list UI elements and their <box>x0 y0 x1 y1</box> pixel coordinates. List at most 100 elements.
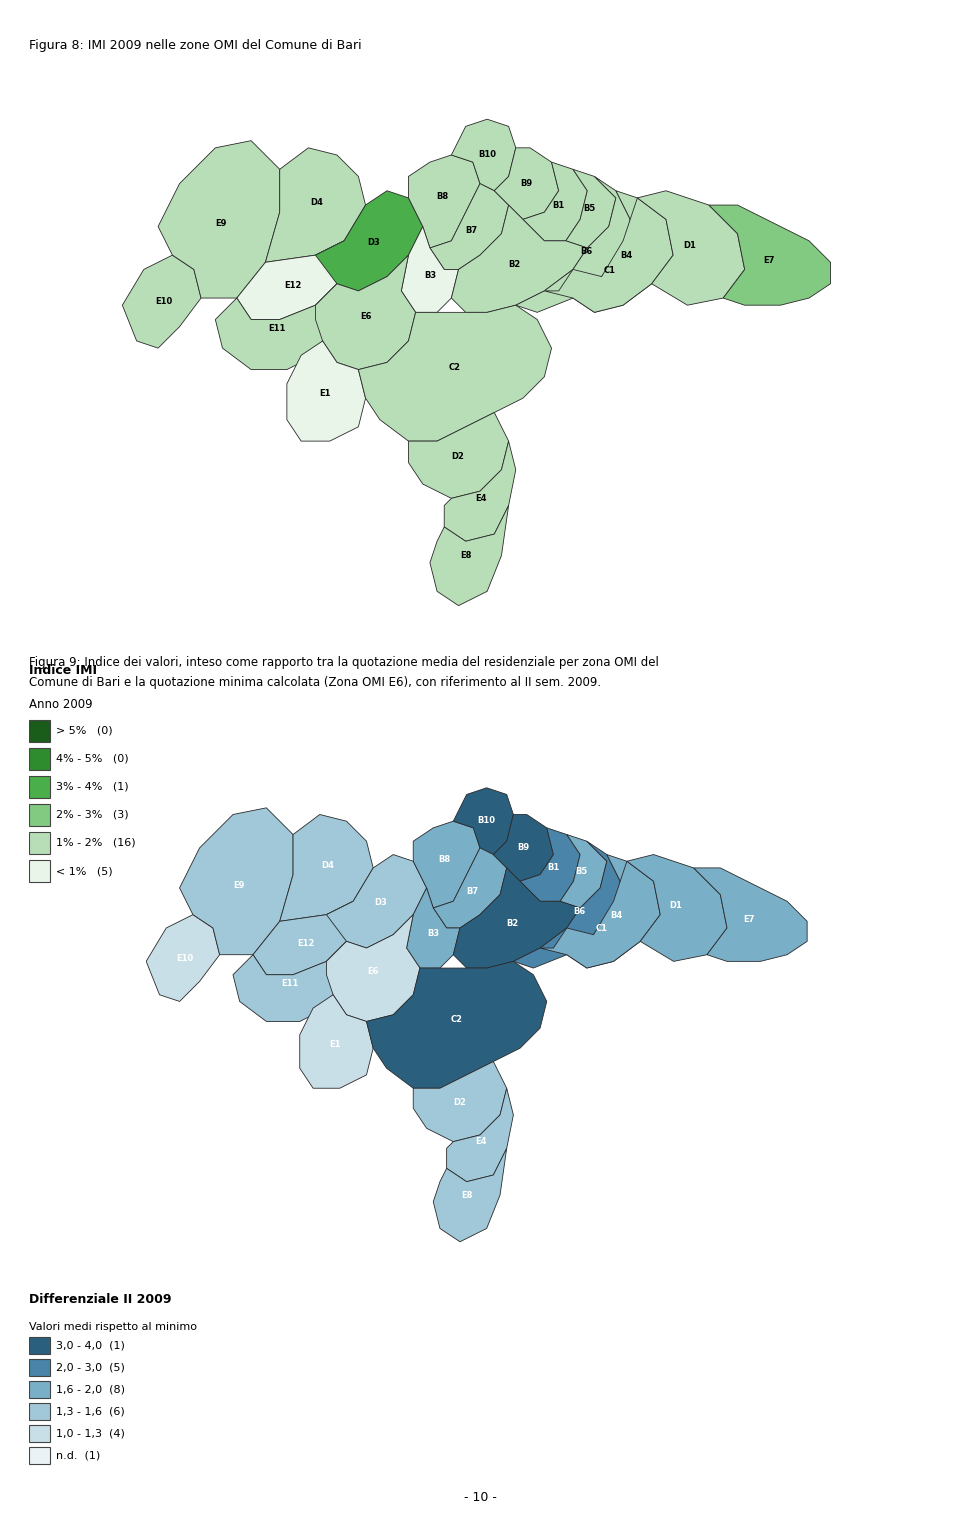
Text: 1,0 - 1,3  (4): 1,0 - 1,3 (4) <box>57 1428 125 1439</box>
Polygon shape <box>358 305 552 441</box>
Text: Valori medi rispetto al minimo: Valori medi rispetto al minimo <box>29 1322 197 1332</box>
FancyBboxPatch shape <box>29 748 50 769</box>
Text: C1: C1 <box>604 266 616 275</box>
Text: B9: B9 <box>520 179 532 188</box>
Text: D3: D3 <box>374 899 387 906</box>
Text: 2% - 3%   (3): 2% - 3% (3) <box>57 810 129 819</box>
Polygon shape <box>413 821 480 908</box>
Text: D4: D4 <box>322 861 334 870</box>
Polygon shape <box>287 340 366 441</box>
Text: 3% - 4%   (1): 3% - 4% (1) <box>57 781 129 792</box>
Polygon shape <box>451 119 516 191</box>
Text: 1,6 - 2,0  (8): 1,6 - 2,0 (8) <box>57 1384 125 1395</box>
Polygon shape <box>544 198 673 313</box>
Text: B10: B10 <box>478 150 496 159</box>
Polygon shape <box>316 255 416 369</box>
Polygon shape <box>433 1149 507 1242</box>
Text: E12: E12 <box>284 281 301 290</box>
Text: B2: B2 <box>506 919 518 928</box>
Polygon shape <box>493 815 553 882</box>
FancyBboxPatch shape <box>29 775 50 798</box>
Text: Figura 8: IMI 2009 nelle zone OMI del Comune di Bari: Figura 8: IMI 2009 nelle zone OMI del Co… <box>29 40 361 52</box>
Text: Figura 9: Indice dei valori, inteso come rapporto tra la quotazione media del re: Figura 9: Indice dei valori, inteso come… <box>29 656 659 690</box>
Text: > 5%   (0): > 5% (0) <box>57 726 113 736</box>
Polygon shape <box>565 169 616 247</box>
Text: E8: E8 <box>461 551 472 560</box>
Text: B7: B7 <box>466 888 478 896</box>
Polygon shape <box>430 183 509 270</box>
Text: E4: E4 <box>475 1137 487 1146</box>
Text: E12: E12 <box>297 938 314 948</box>
Polygon shape <box>566 855 660 967</box>
Text: B4: B4 <box>611 911 623 920</box>
Text: Anno 2009: Anno 2009 <box>29 697 92 711</box>
Text: 3,0 - 4,0  (1): 3,0 - 4,0 (1) <box>57 1341 125 1351</box>
Polygon shape <box>279 815 373 922</box>
Polygon shape <box>560 835 607 908</box>
Polygon shape <box>430 505 509 606</box>
Polygon shape <box>122 255 201 348</box>
Polygon shape <box>407 888 460 967</box>
Polygon shape <box>694 868 807 961</box>
FancyBboxPatch shape <box>29 1425 50 1442</box>
Polygon shape <box>444 441 516 542</box>
Text: D4: D4 <box>311 198 324 208</box>
Polygon shape <box>413 1062 507 1141</box>
Text: - 10 -: - 10 - <box>464 1491 496 1503</box>
Polygon shape <box>494 148 559 220</box>
Text: E10: E10 <box>155 298 172 307</box>
Polygon shape <box>453 868 580 967</box>
Polygon shape <box>708 204 830 305</box>
Text: E7: E7 <box>763 256 774 266</box>
Text: E9: E9 <box>215 220 227 229</box>
Polygon shape <box>627 855 727 961</box>
Polygon shape <box>367 961 547 1088</box>
Text: B8: B8 <box>436 192 448 201</box>
Polygon shape <box>446 1088 514 1181</box>
Polygon shape <box>326 914 420 1021</box>
Polygon shape <box>300 995 373 1088</box>
Text: E8: E8 <box>462 1190 473 1199</box>
Text: B3: B3 <box>424 272 436 281</box>
Text: D1: D1 <box>684 241 696 250</box>
Polygon shape <box>408 412 509 499</box>
Text: D2: D2 <box>451 452 465 461</box>
Text: B6: B6 <box>573 906 586 916</box>
Polygon shape <box>316 191 422 291</box>
Text: D2: D2 <box>453 1099 466 1108</box>
Polygon shape <box>408 156 480 247</box>
FancyBboxPatch shape <box>29 832 50 855</box>
Polygon shape <box>514 841 620 967</box>
Text: B1: B1 <box>553 200 564 209</box>
Polygon shape <box>433 848 507 928</box>
Polygon shape <box>326 855 426 948</box>
Text: B7: B7 <box>466 226 477 235</box>
Text: 4% - 5%   (0): 4% - 5% (0) <box>57 754 129 763</box>
Polygon shape <box>215 284 337 369</box>
Polygon shape <box>516 177 630 313</box>
Text: B1: B1 <box>547 864 560 873</box>
Text: B10: B10 <box>478 816 495 826</box>
Text: < 1%   (5): < 1% (5) <box>57 867 113 876</box>
Text: C2: C2 <box>450 1015 463 1024</box>
Polygon shape <box>520 827 580 902</box>
Polygon shape <box>180 807 293 955</box>
FancyBboxPatch shape <box>29 1360 50 1376</box>
Polygon shape <box>237 241 344 319</box>
Text: E4: E4 <box>476 494 487 504</box>
Text: E11: E11 <box>268 324 285 333</box>
Text: E11: E11 <box>281 978 299 987</box>
Text: E9: E9 <box>232 881 244 890</box>
Text: E6: E6 <box>368 967 379 977</box>
FancyBboxPatch shape <box>29 1402 50 1421</box>
FancyBboxPatch shape <box>29 1337 50 1355</box>
Polygon shape <box>451 204 588 313</box>
Text: E7: E7 <box>744 916 755 925</box>
Text: Differenziale II 2009: Differenziale II 2009 <box>29 1294 171 1306</box>
Text: 1,3 - 1,6  (6): 1,3 - 1,6 (6) <box>57 1407 125 1416</box>
FancyBboxPatch shape <box>29 1447 50 1463</box>
Text: E6: E6 <box>360 311 372 320</box>
Text: D1: D1 <box>669 902 682 911</box>
FancyBboxPatch shape <box>29 1381 50 1398</box>
Text: B5: B5 <box>583 204 595 214</box>
